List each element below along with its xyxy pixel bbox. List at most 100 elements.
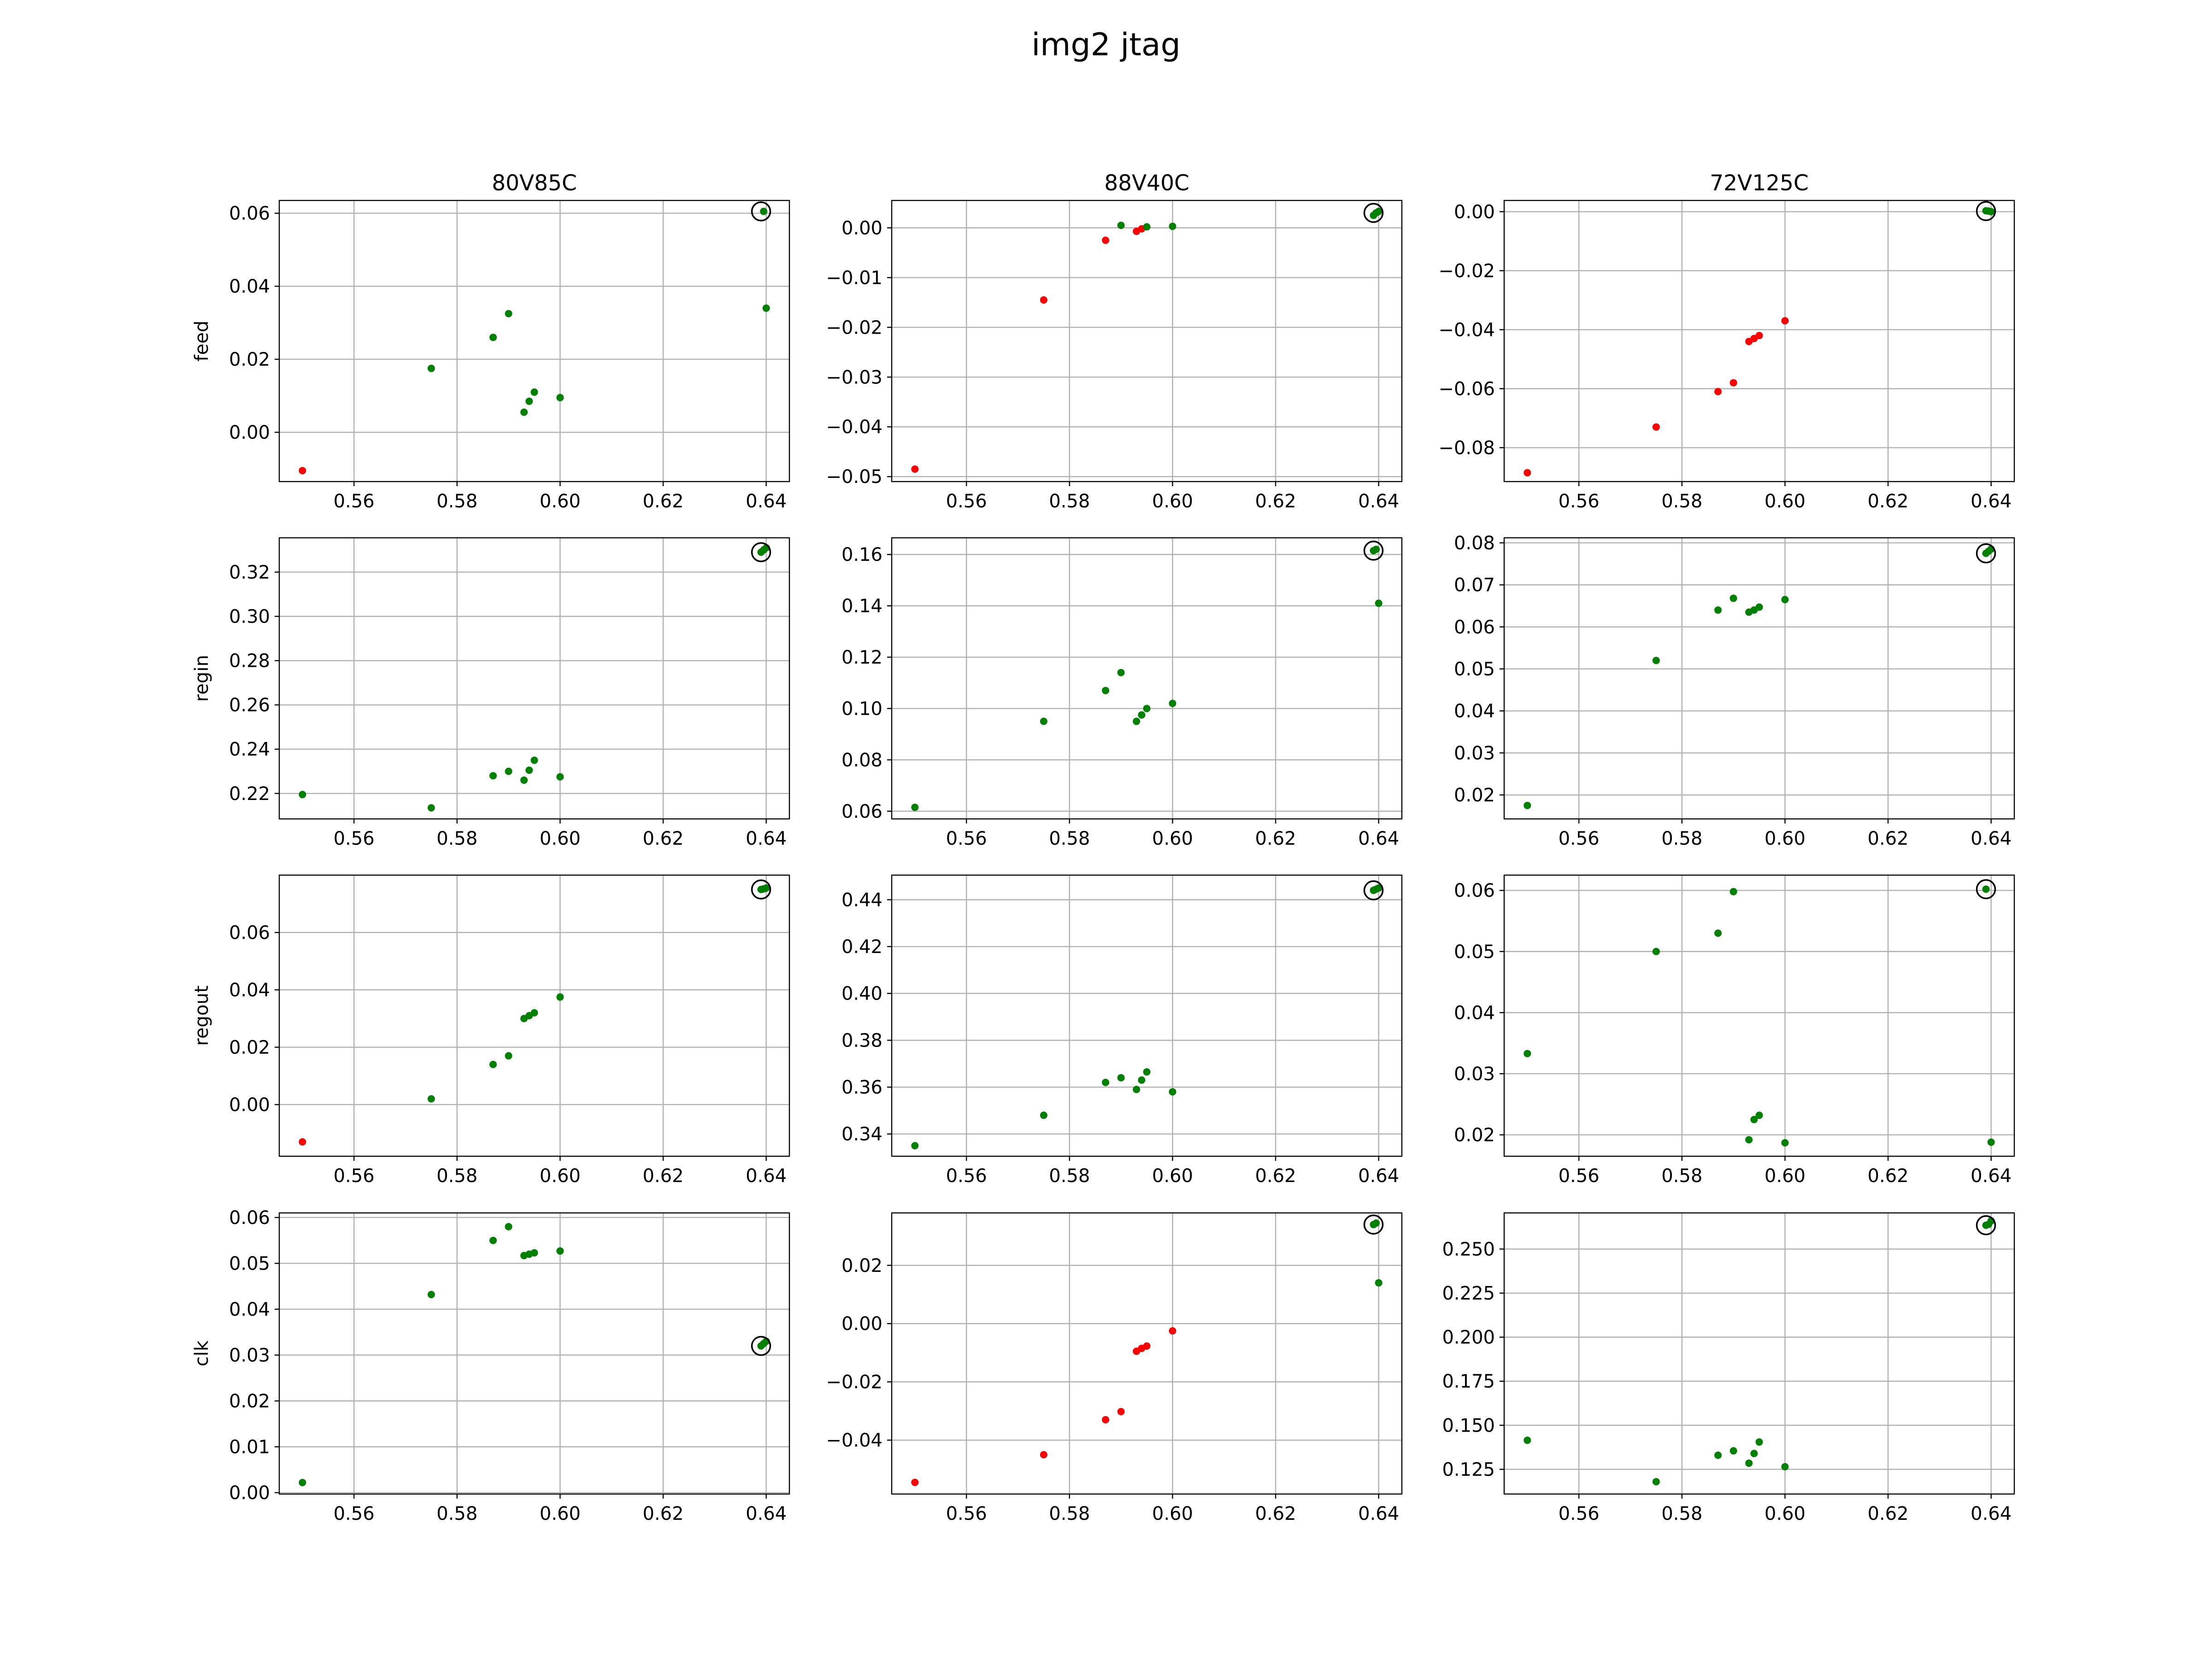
data-point-pass <box>1375 884 1382 892</box>
data-point-pass <box>1524 801 1531 809</box>
data-point-pass <box>505 1052 512 1060</box>
y-tick-label: 0.08 <box>841 750 882 771</box>
y-tick-label: 0.06 <box>229 1207 270 1229</box>
x-tick-label: 0.62 <box>1868 828 1909 849</box>
x-tick-label: 0.62 <box>1255 1165 1296 1187</box>
y-tick-label: −0.04 <box>826 417 882 438</box>
data-point-pass <box>1781 596 1789 604</box>
data-point-pass <box>299 791 306 799</box>
y-tick-label: 0.01 <box>229 1437 270 1458</box>
x-tick-label: 0.62 <box>643 491 684 512</box>
data-point-pass <box>1524 1436 1531 1444</box>
data-point-pass <box>505 1223 512 1230</box>
y-tick-label: 0.02 <box>229 1037 270 1058</box>
y-tick-label: 0.32 <box>229 562 270 583</box>
subplot-clk-2: 0.56 0.58 0.60 0.62 0.64 0.125 0.150 0.175 0.200… <box>1442 1212 2015 1524</box>
x-tick-label: 0.64 <box>1971 491 2012 512</box>
data-point-fail <box>1755 332 1763 340</box>
data-point-fail <box>1781 317 1789 325</box>
data-point-pass <box>1040 718 1047 725</box>
data-point-pass <box>427 1095 435 1103</box>
data-point-fail <box>1040 296 1047 304</box>
subplot-regout-0: 0.56 0.58 0.60 0.62 0.64 0.00 0.02 0.04 0.06 rego… <box>191 874 790 1187</box>
data-point-pass <box>1982 885 1990 893</box>
plot-area <box>1504 1213 2014 1494</box>
highlight-circle-marker <box>1976 879 1996 900</box>
data-point-fail <box>1169 1327 1177 1335</box>
x-tick-label: 0.56 <box>334 491 375 512</box>
y-tick-label: 0.24 <box>229 739 270 760</box>
y-tick-label: 0.04 <box>229 276 270 297</box>
x-tick-label: 0.60 <box>1765 1165 1806 1187</box>
data-point-pass <box>1133 1086 1141 1094</box>
data-point-pass <box>427 365 435 372</box>
data-point-pass <box>1375 207 1382 215</box>
highlight-circle-marker <box>1976 1215 1996 1235</box>
subplot-feed-0: 0.56 0.58 0.60 0.62 0.64 0.00 0.02 0.04 0.06 80V8… <box>191 171 790 512</box>
data-point-fail <box>1117 1408 1125 1416</box>
y-tick-label: −0.05 <box>826 466 882 488</box>
x-tick-label: 0.58 <box>436 491 477 512</box>
y-tick-label: 0.05 <box>229 1253 270 1274</box>
x-tick-label: 0.64 <box>746 1165 787 1187</box>
subplot-feed-2: 0.56 0.58 0.60 0.62 0.64 −0.08 −0.06 −0.04 −0.02… <box>1438 171 2015 512</box>
data-point-pass <box>530 1009 538 1017</box>
x-tick-label: 0.58 <box>436 1165 477 1187</box>
data-point-fail <box>1102 1416 1110 1424</box>
x-tick-label: 0.62 <box>1255 491 1296 512</box>
data-point-pass <box>1375 600 1382 607</box>
data-point-pass <box>530 1249 538 1257</box>
data-point-pass <box>1755 1438 1763 1446</box>
data-point-pass <box>1750 1450 1758 1458</box>
subplot-regin-2: 0.56 0.58 0.60 0.62 0.64 0.02 0.03 0.04 0.05 0.06… <box>1454 533 2015 849</box>
data-point-fail <box>1102 236 1110 244</box>
y-tick-label: 0.04 <box>229 1299 270 1320</box>
y-tick-label: −0.04 <box>826 1430 882 1451</box>
data-point-fail <box>911 1478 919 1486</box>
highlight-circle-marker <box>751 201 771 222</box>
data-point-fail <box>1730 379 1737 387</box>
y-tick-label: 0.150 <box>1442 1415 1495 1436</box>
y-tick-label: 0.200 <box>1442 1327 1495 1348</box>
plot-area <box>1504 875 2014 1156</box>
data-point-pass <box>505 767 512 775</box>
data-point-fail <box>1524 469 1531 477</box>
data-point-pass <box>1745 1136 1753 1144</box>
data-point-pass <box>911 803 919 811</box>
x-tick-label: 0.60 <box>1152 1503 1193 1524</box>
data-point-pass <box>1169 1088 1177 1096</box>
axes-frame <box>891 1212 1403 1495</box>
axes-frame <box>278 874 790 1157</box>
y-tick-label: 0.07 <box>1454 575 1495 596</box>
y-tick-label: 0.00 <box>1454 201 1495 223</box>
data-point-pass <box>1133 718 1141 725</box>
data-point-pass <box>1138 711 1146 719</box>
x-tick-label: 0.64 <box>1971 1165 2012 1187</box>
data-point-pass <box>762 304 770 312</box>
data-point-fail <box>911 465 919 473</box>
y-tick-label: 0.05 <box>1454 941 1495 963</box>
x-tick-label: 0.60 <box>540 1503 581 1524</box>
subplot-regin-0: 0.56 0.58 0.60 0.62 0.64 0.22 0.24 0.26 0.28 0.30… <box>191 537 790 849</box>
x-tick-label: 0.60 <box>1765 491 1806 512</box>
y-tick-label: −0.01 <box>826 267 882 288</box>
figure-title: img2 jtag <box>1031 27 1181 63</box>
highlight-circle-marker <box>1363 880 1384 900</box>
x-tick-label: 0.64 <box>1971 828 2012 849</box>
y-tick-label: 0.16 <box>841 544 882 565</box>
y-tick-label: 0.06 <box>229 922 270 943</box>
y-tick-label: 0.00 <box>229 1483 270 1504</box>
x-tick-label: 0.58 <box>1049 491 1090 512</box>
y-tick-label: 0.22 <box>229 783 270 805</box>
x-tick-label: 0.58 <box>1661 491 1702 512</box>
x-tick-label: 0.64 <box>1971 1503 2012 1524</box>
data-point-pass <box>1117 669 1125 677</box>
data-point-pass <box>1375 1279 1382 1287</box>
x-tick-label: 0.62 <box>1868 1165 1909 1187</box>
y-tick-label: 0.02 <box>1454 785 1495 806</box>
data-point-pass <box>1987 208 1995 216</box>
data-point-pass <box>1143 1068 1151 1076</box>
x-tick-label: 0.60 <box>540 491 581 512</box>
y-tick-label: 0.40 <box>841 983 882 1005</box>
